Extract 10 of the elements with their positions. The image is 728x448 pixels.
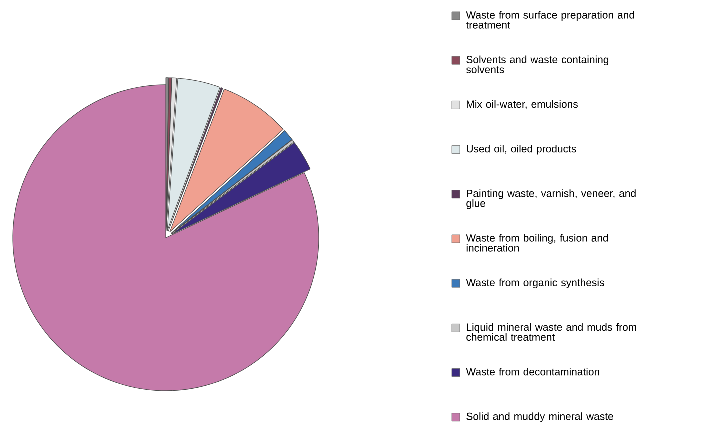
legend-label: Waste from decontamination (466, 368, 600, 376)
legend-label: Waste from boiling, fusion and incineration (466, 234, 608, 252)
legend-label: Waste from surface preparation and treatment (466, 11, 634, 29)
legend-label: Waste from organic synthesis (466, 278, 604, 289)
legend-label: Liquid mineral waste and muds from chemical treatment (466, 323, 636, 342)
legend-label: Painting waste, varnish, veneer, and glue (466, 190, 636, 210)
legend-label: Used oil, oiled products (467, 144, 576, 155)
legend-label: Solvents and waste containing solvents (466, 56, 609, 74)
legend-label: Mix oil-water, emulsions (467, 100, 578, 110)
legend-label: Solid and muddy mineral waste (466, 412, 614, 422)
